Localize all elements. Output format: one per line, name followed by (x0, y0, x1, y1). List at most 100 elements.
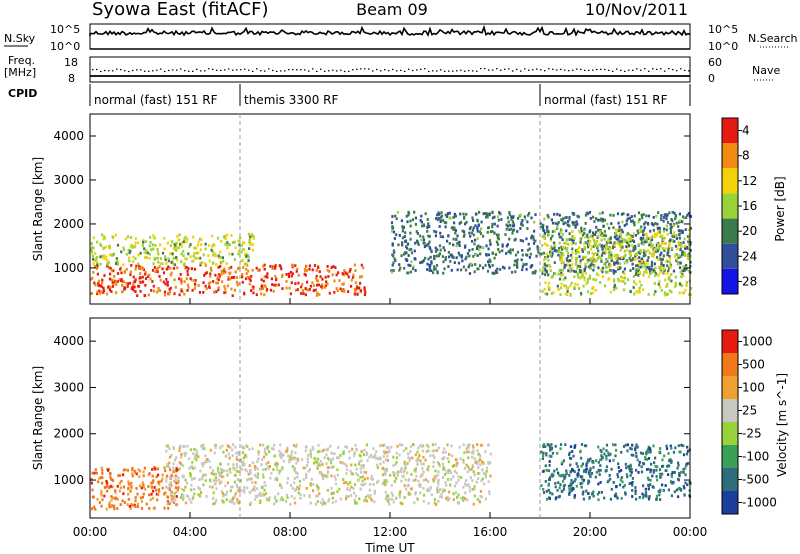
data-cell (111, 485, 114, 489)
data-cell (217, 286, 220, 290)
data-cell (571, 251, 574, 255)
data-cell (468, 272, 472, 275)
data-cell (374, 456, 377, 460)
data-cell (479, 454, 482, 458)
data-cell (655, 468, 658, 472)
data-cell (315, 274, 318, 278)
data-cell (123, 501, 126, 504)
data-cell (300, 292, 303, 295)
data-cell (238, 489, 241, 493)
data-cell (657, 258, 660, 262)
data-cell (535, 254, 538, 258)
data-cell (612, 270, 615, 273)
data-cell (638, 260, 641, 263)
data-cell (295, 269, 298, 273)
data-cell (220, 467, 223, 471)
data-cell (99, 292, 102, 295)
data-cell (551, 253, 554, 256)
data-cell (464, 244, 467, 248)
data-cell (625, 233, 628, 237)
nave-point (332, 69, 334, 71)
data-cell (640, 241, 643, 245)
data-cell (427, 222, 430, 226)
data-cell (224, 270, 227, 274)
data-cell (231, 497, 235, 500)
data-cell (458, 445, 461, 449)
data-cell (299, 493, 302, 497)
data-cell (623, 255, 626, 259)
data-cell (568, 488, 571, 491)
data-cell (619, 257, 622, 261)
data-cell (488, 265, 491, 269)
data-cell (90, 481, 93, 485)
nave-point (596, 68, 598, 71)
data-cell (254, 494, 257, 498)
data-cell (156, 498, 159, 502)
data-cell (481, 246, 484, 250)
data-cell (96, 497, 99, 501)
data-cell (426, 487, 429, 491)
data-cell (545, 264, 548, 268)
data-cell (633, 258, 637, 262)
data-cell (657, 243, 660, 246)
data-cell (289, 292, 292, 296)
data-cell (348, 450, 351, 453)
data-cell (566, 258, 569, 262)
data-cell (540, 450, 543, 454)
data-cell (166, 502, 169, 505)
data-cell (196, 243, 200, 247)
data-cell (452, 498, 455, 501)
data-cell (215, 487, 218, 490)
data-cell (183, 237, 186, 241)
data-cell (436, 486, 439, 489)
data-cell (168, 488, 171, 491)
data-cell (648, 251, 651, 255)
data-cell (445, 496, 448, 500)
data-cell (617, 221, 620, 225)
data-cell (94, 507, 97, 511)
data-cell (331, 273, 334, 277)
data-cell (311, 281, 314, 285)
data-cell (410, 473, 413, 476)
data-cell (242, 241, 245, 244)
data-cell (572, 241, 575, 245)
data-cell (645, 250, 648, 253)
data-cell (569, 445, 573, 448)
data-cell (424, 458, 427, 462)
nave-point (300, 69, 302, 71)
data-cell (293, 496, 296, 500)
data-cell (636, 264, 639, 267)
data-cell (321, 283, 324, 287)
nave-point (560, 68, 562, 70)
data-cell (647, 249, 650, 252)
nave-point (408, 68, 410, 70)
data-cell (114, 233, 117, 237)
data-cell (659, 498, 662, 501)
data-cell (587, 251, 590, 255)
data-cell (93, 471, 96, 475)
data-cell (290, 281, 293, 285)
colorbar-segment (722, 143, 738, 169)
nave-point (464, 70, 466, 72)
data-cell (329, 444, 332, 448)
data-cell (669, 257, 672, 260)
data-cell (296, 288, 299, 291)
data-cell (621, 220, 624, 224)
data-cell (288, 458, 291, 461)
data-cell (633, 280, 636, 284)
data-cell (99, 262, 102, 266)
data-cell (655, 243, 658, 247)
data-cell (218, 256, 221, 259)
data-cell (140, 507, 144, 510)
data-cell (476, 267, 479, 271)
data-cell (389, 473, 392, 477)
data-cell (280, 496, 283, 500)
data-cell (464, 222, 467, 226)
data-cell (467, 483, 470, 487)
data-cell (210, 268, 213, 272)
data-cell (127, 248, 130, 252)
data-cell (252, 287, 255, 291)
data-cell (230, 500, 233, 504)
data-cell (543, 242, 547, 246)
data-cell (341, 288, 344, 292)
